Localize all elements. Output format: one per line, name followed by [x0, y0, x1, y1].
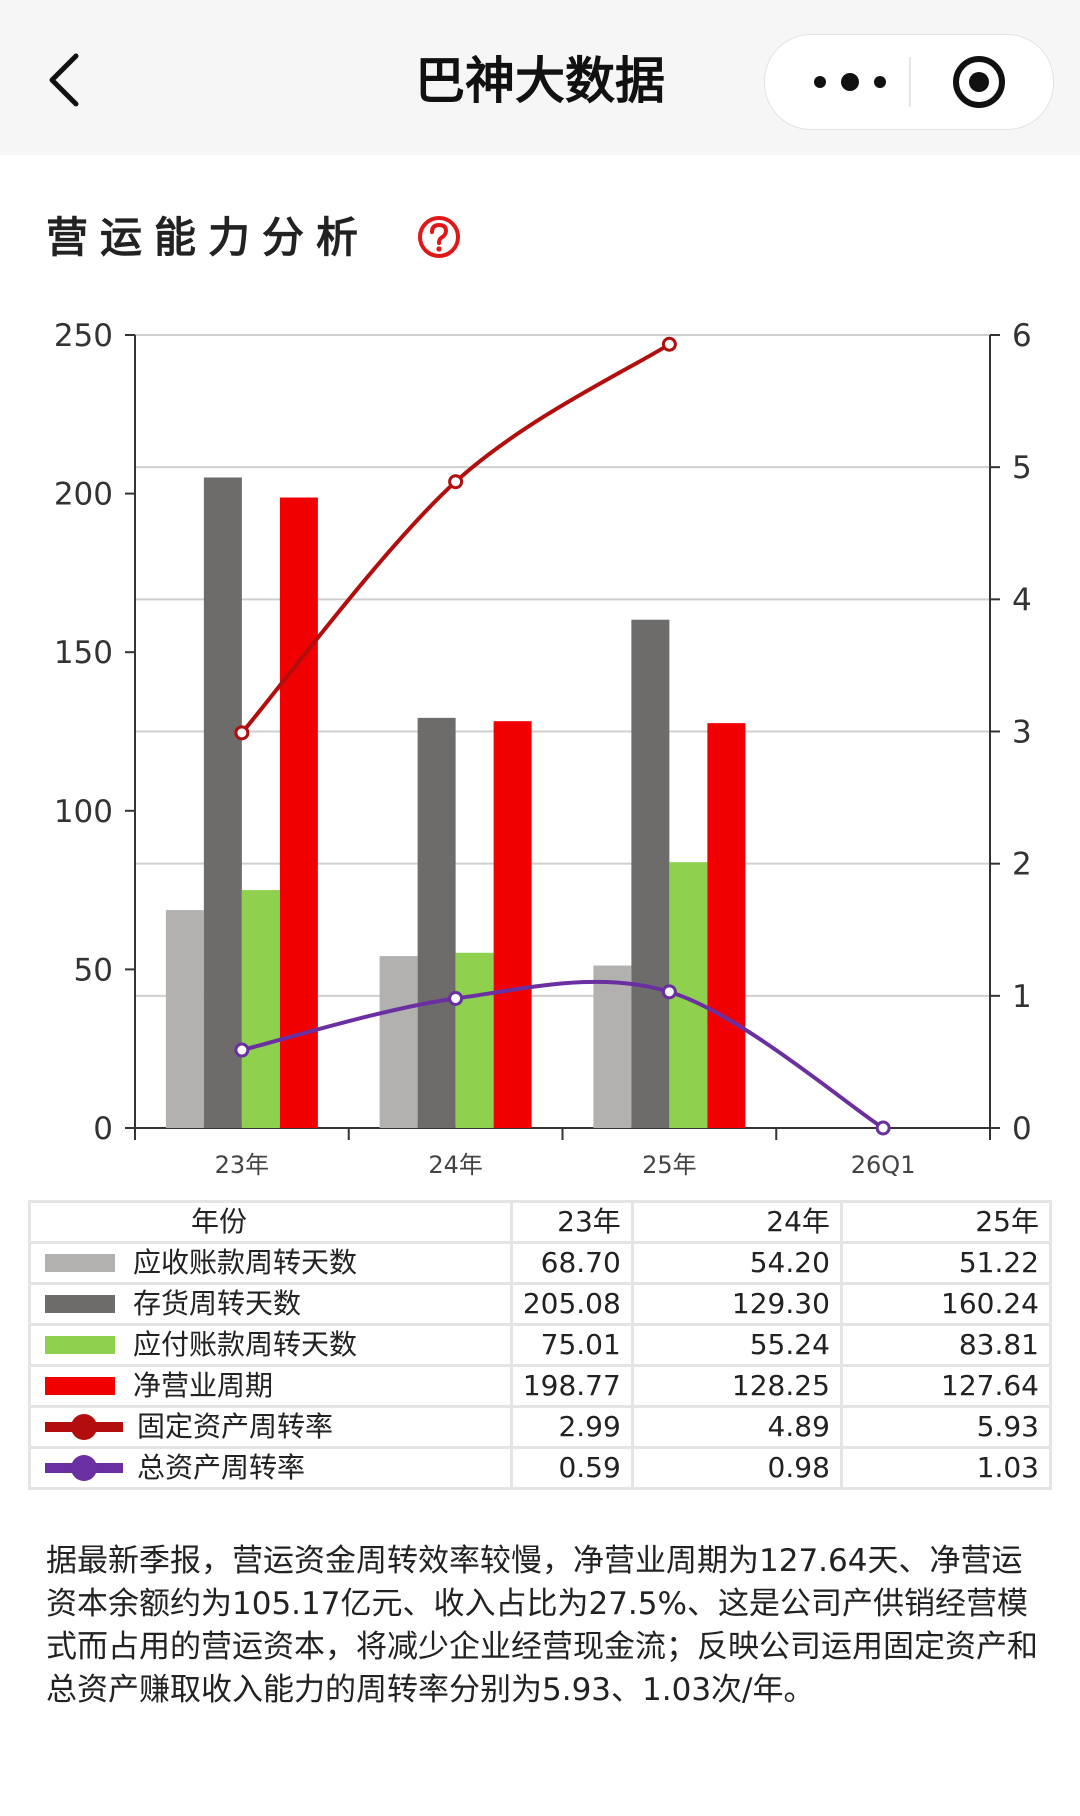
line-point — [234, 1042, 250, 1058]
row-label: 存货周转天数 — [133, 1287, 302, 1320]
row-label: 应付账款周转天数 — [133, 1328, 358, 1361]
table-cell: 205.08 — [509, 1282, 634, 1326]
row-label-cell: 应付账款周转天数 — [28, 1323, 513, 1367]
y-right-tick-label: 4 — [1012, 582, 1032, 618]
capsule-divider — [909, 57, 911, 107]
more-dots-icon[interactable] — [805, 65, 895, 99]
top-nav-bar: 巴神大数据 — [0, 0, 1080, 155]
row-label-cell: 净营业周期 — [28, 1364, 513, 1408]
table-cell: 83.81 — [839, 1323, 1053, 1367]
bar — [593, 965, 632, 1128]
table-row: 净营业周期 198.77 128.25 127.64 — [28, 1364, 1053, 1408]
bar — [279, 497, 318, 1128]
x-tick-label: 24年 — [428, 1151, 483, 1179]
line-point — [234, 725, 250, 741]
line-point — [448, 990, 464, 1006]
bar — [203, 477, 242, 1129]
bar — [417, 717, 456, 1128]
app-title: 巴神大数据 — [415, 52, 665, 110]
row-label: 净营业周期 — [133, 1369, 274, 1402]
y-left-tick-label: 250 — [54, 318, 113, 354]
x-tick-label: 26Q1 — [851, 1151, 916, 1179]
row-label: 应收账款周转天数 — [133, 1246, 358, 1279]
legend-swatch — [45, 1295, 115, 1313]
row-label-cell: 固定资产周转率 — [28, 1405, 513, 1449]
y-right-tick-label: 6 — [1012, 318, 1032, 354]
line-point — [661, 984, 677, 1000]
line-point — [448, 474, 464, 490]
y-right-tick-label: 5 — [1012, 450, 1032, 486]
data-table: 年份 23年 24年 25年 应收账款周转天数 68.70 54.20 51.2… — [28, 1200, 1053, 1490]
y-right-tick-label: 3 — [1012, 715, 1032, 751]
table-cell: 129.30 — [630, 1282, 843, 1326]
section-title: 营运能力分析 — [46, 213, 371, 262]
y-left-tick-label: 50 — [74, 952, 113, 988]
y-left-tick-label: 100 — [54, 794, 113, 830]
chevron-left-icon[interactable] — [42, 50, 86, 110]
table-cell: 4.89 — [630, 1405, 843, 1449]
table-row: 固定资产周转率 2.99 4.89 5.93 — [28, 1405, 1053, 1449]
table-row: 应收账款周转天数 68.70 54.20 51.22 — [28, 1241, 1053, 1285]
table-cell: 127.64 — [839, 1364, 1053, 1408]
row-label-cell: 应收账款周转天数 — [28, 1241, 513, 1285]
legend-swatch — [45, 1254, 115, 1272]
table-cell: 5.93 — [839, 1405, 1053, 1449]
table-cell: 2.99 — [509, 1405, 634, 1449]
table-header-row: 年份 23年 24年 25年 — [28, 1200, 1053, 1244]
row-label-cell: 存货周转天数 — [28, 1282, 513, 1326]
bar — [165, 910, 204, 1128]
mini-program-capsule — [764, 34, 1054, 130]
table-cell: 0.59 — [509, 1446, 634, 1490]
table-row: 存货周转天数 205.08 129.30 160.24 — [28, 1282, 1053, 1326]
y-right-tick-label: 0 — [1012, 1111, 1032, 1147]
line-point — [875, 1120, 891, 1136]
bar — [379, 956, 418, 1128]
table-cell: 51.22 — [839, 1241, 1053, 1285]
y-left-tick-label: 150 — [54, 635, 113, 671]
table-cell: 128.25 — [630, 1364, 843, 1408]
table-row: 应付账款周转天数 75.01 55.24 83.81 — [28, 1323, 1053, 1367]
bar — [455, 952, 494, 1128]
x-tick-label: 23年 — [215, 1151, 270, 1179]
target-circle-icon[interactable] — [951, 54, 1007, 110]
table-row: 总资产周转率 0.59 0.98 1.03 — [28, 1446, 1053, 1490]
table-cell: 1.03 — [839, 1446, 1053, 1490]
bar — [493, 721, 532, 1128]
table-header-cell: 24年 — [630, 1200, 843, 1244]
question-circle-icon[interactable] — [416, 214, 462, 260]
y-right-tick-label: 2 — [1012, 847, 1032, 883]
table-cell: 75.01 — [509, 1323, 634, 1367]
table-cell: 55.24 — [630, 1323, 843, 1367]
row-label-cell: 总资产周转率 — [28, 1446, 513, 1490]
bar — [631, 619, 670, 1128]
table-cell: 160.24 — [839, 1282, 1053, 1326]
row-label: 总资产周转率 — [137, 1451, 306, 1484]
legend-swatch — [45, 1336, 115, 1354]
table-cell: 68.70 — [509, 1241, 634, 1285]
bar — [707, 723, 746, 1128]
table-cell: 198.77 — [509, 1364, 634, 1408]
legend-swatch — [45, 1377, 115, 1395]
row-label: 固定资产周转率 — [137, 1410, 334, 1443]
table-header-cell: 23年 — [509, 1200, 634, 1244]
analysis-summary: 据最新季报，营运资金周转效率较慢，净营业周期为127.64天、净营运资本余额约为… — [46, 1543, 1038, 1708]
table-header-cell: 年份 — [28, 1200, 513, 1244]
y-right-tick-label: 1 — [1012, 979, 1032, 1015]
y-left-tick-label: 0 — [93, 1111, 113, 1147]
table-header-cell: 25年 — [839, 1200, 1053, 1244]
legend-line-swatch — [45, 1414, 123, 1440]
bar — [241, 890, 280, 1128]
line-point — [661, 336, 677, 352]
series-line — [241, 979, 885, 1130]
table-cell: 54.20 — [630, 1241, 843, 1285]
table-cell: 0.98 — [630, 1446, 843, 1490]
x-tick-label: 25年 — [642, 1151, 697, 1179]
legend-line-swatch — [45, 1455, 123, 1481]
operating-capability-chart: 0 50 100 150 200 250 0 1 2 3 4 5 6 23年 24年 25年 26Q1 — [54, 318, 1032, 1179]
y-left-tick-label: 200 — [54, 477, 113, 513]
